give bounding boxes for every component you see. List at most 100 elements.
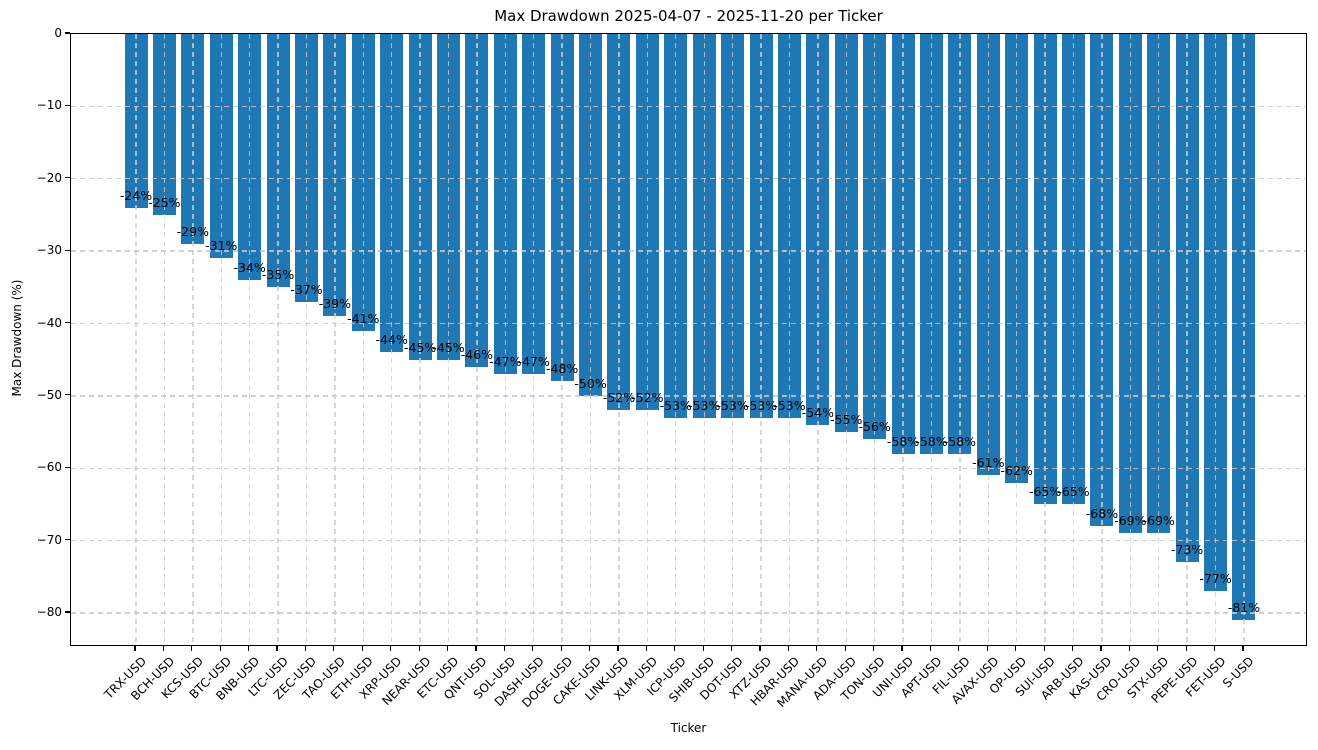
bar-value-label: -69% — [1142, 513, 1175, 528]
x-tick-mark — [1242, 646, 1244, 651]
y-tick-mark — [65, 611, 70, 613]
y-tick-mark — [65, 466, 70, 468]
x-tick-mark — [929, 646, 932, 651]
gridline-horizontal — [71, 105, 1306, 108]
x-tick-mark — [1157, 646, 1159, 651]
gridline-vertical — [1186, 34, 1188, 645]
y-tick-label: −80 — [36, 605, 62, 619]
x-tick-mark — [958, 646, 960, 651]
gridline-vertical — [220, 34, 222, 645]
bar-value-label: -53% — [744, 398, 778, 413]
bar-value-label: -46% — [460, 347, 494, 362]
x-tick-mark — [986, 646, 988, 651]
y-tick-label: −10 — [36, 98, 62, 113]
y-tick-label: −70 — [36, 532, 62, 547]
bar-value-label: -48% — [545, 361, 579, 376]
x-tick-mark — [1213, 646, 1216, 651]
y-tick-label: −30 — [36, 243, 62, 258]
bar-value-label: -52% — [631, 390, 664, 405]
gridline-vertical — [1129, 34, 1132, 645]
bar-value-label: -69% — [1114, 513, 1147, 528]
gridline-vertical — [248, 34, 251, 645]
x-tick-mark — [1100, 646, 1102, 651]
x-tick-mark — [304, 646, 307, 651]
x-tick-mark — [1128, 646, 1130, 651]
y-tick-mark — [65, 104, 70, 106]
y-tick-label: −50 — [36, 387, 62, 402]
bar-value-label: -68% — [1085, 506, 1119, 521]
bar-value-label: -50% — [574, 376, 607, 391]
y-tick-mark — [65, 177, 70, 179]
gridline-vertical — [675, 34, 677, 645]
bar-value-label: -45% — [432, 340, 465, 355]
gridline-vertical — [873, 34, 876, 645]
gridline-vertical — [788, 34, 791, 645]
bar-value-label: -47% — [489, 354, 522, 369]
gridline-vertical — [192, 34, 194, 645]
gridline-vertical — [902, 34, 904, 645]
bar-value-label: -41% — [347, 311, 380, 326]
bar-value-label: -65% — [1057, 484, 1090, 499]
gridline-horizontal — [71, 395, 1306, 397]
x-tick-mark — [390, 646, 392, 651]
bar-value-label: -52% — [602, 390, 636, 405]
x-tick-mark — [276, 646, 278, 651]
gridline-horizontal — [71, 322, 1306, 325]
gridline-vertical — [1158, 34, 1160, 645]
plot-area: -24% -25% -29% -31% -34% -35% -37% -39% -41% -44%… — [70, 33, 1307, 646]
gridline-vertical — [476, 34, 478, 645]
x-tick-mark — [787, 646, 790, 651]
x-tick-mark — [560, 646, 562, 651]
bar-value-label: -58% — [943, 434, 977, 449]
x-tick-mark — [844, 646, 846, 651]
bar-value-label: -62% — [1000, 463, 1033, 478]
bar-value-label: -58% — [886, 434, 920, 449]
y-tick-label: 0 — [54, 26, 62, 40]
gridline-vertical — [533, 34, 535, 645]
y-tick-mark — [65, 394, 70, 396]
gridline-vertical — [959, 34, 961, 645]
bar-value-label: -44% — [375, 332, 408, 347]
gridline-horizontal — [71, 612, 1306, 614]
gridline-vertical — [334, 34, 336, 645]
gridline-vertical — [1016, 34, 1018, 645]
x-tick-mark — [361, 646, 363, 651]
bar-value-label: -58% — [915, 434, 948, 449]
y-axis-title: Max Drawdown (%) — [10, 279, 24, 397]
x-tick-mark — [248, 646, 250, 651]
bar-value-label: -65% — [1028, 484, 1062, 499]
bar-value-label: -53% — [688, 398, 721, 413]
y-tick-label: −40 — [36, 315, 62, 330]
gridline-vertical — [277, 34, 279, 645]
gridline-vertical — [618, 34, 620, 645]
gridline-vertical — [817, 34, 819, 645]
bar-value-label: -39% — [318, 296, 352, 311]
y-tick-mark — [65, 249, 70, 251]
x-tick-mark — [759, 646, 761, 651]
bar-value-label: -61% — [972, 455, 1005, 470]
x-tick-mark — [702, 646, 704, 651]
x-tick-mark — [503, 646, 505, 651]
x-tick-mark — [645, 646, 647, 651]
x-tick-mark — [617, 646, 619, 651]
y-tick-label: −20 — [36, 170, 62, 185]
x-tick-mark — [901, 646, 903, 651]
x-tick-mark — [873, 646, 875, 651]
bar-value-label: -56% — [858, 419, 891, 434]
x-tick-mark — [1043, 646, 1045, 651]
gridline-vertical — [447, 34, 450, 645]
x-tick-mark — [731, 646, 733, 651]
x-tick-mark — [1185, 646, 1187, 651]
x-tick-mark — [532, 646, 534, 651]
gridline-vertical — [135, 34, 137, 645]
gridline-vertical — [646, 34, 649, 645]
bar-value-label: -29% — [176, 224, 209, 239]
gridline-vertical — [1101, 34, 1103, 645]
y-tick-label: −60 — [36, 460, 62, 475]
gridline-vertical — [1072, 34, 1075, 645]
gridline-horizontal — [71, 467, 1306, 469]
x-tick-mark — [134, 646, 136, 651]
bar-value-label: -54% — [801, 405, 834, 420]
gridline-vertical — [504, 34, 507, 645]
